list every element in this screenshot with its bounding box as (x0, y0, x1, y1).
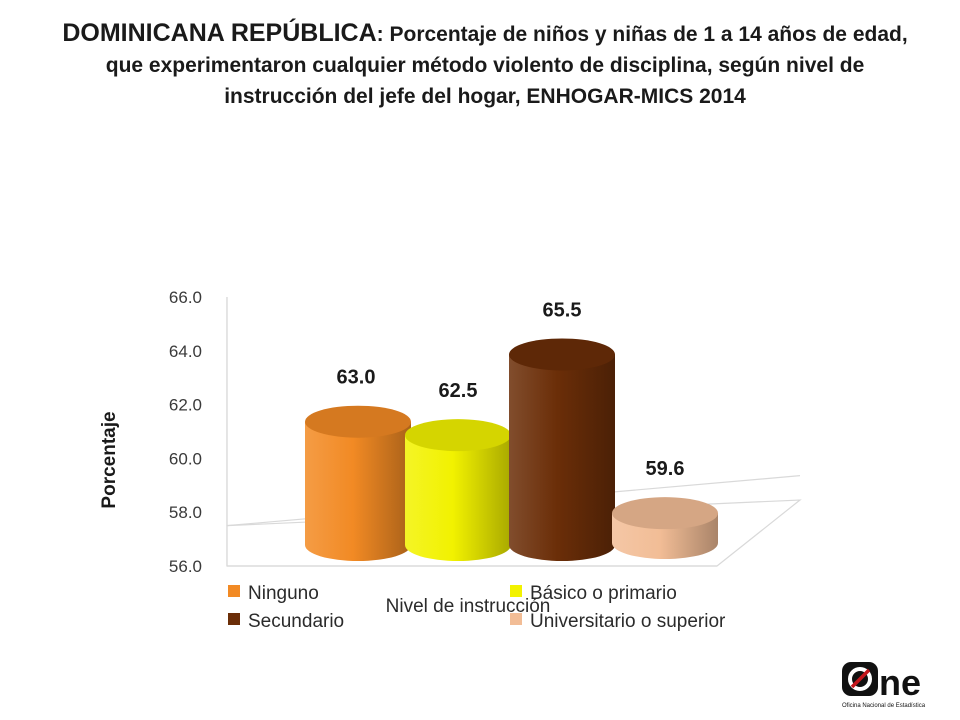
data-label-2: 62.5 (439, 380, 478, 402)
y-tick-label: 64.0 (169, 342, 202, 361)
bar-top-4 (612, 497, 718, 530)
y-tick-label: 62.0 (169, 396, 202, 415)
legend-swatch-3 (228, 613, 240, 625)
y-axis-label: Porcentaje (99, 411, 120, 508)
legend-swatch-1 (228, 585, 240, 597)
bar-top-3 (509, 338, 615, 371)
chart-title: DOMINICANA REPÚBLICA: Porcentaje de niño… (60, 18, 910, 112)
y-tick-label: 66.0 (169, 288, 202, 307)
logo-slash (850, 668, 871, 689)
logo-ring (848, 667, 872, 691)
legend-label-2: Básico o primario (530, 583, 677, 604)
legend-swatch-2 (510, 585, 522, 597)
bar-3 (509, 354, 615, 561)
x-axis-label: Nivel de instrucción (386, 596, 551, 617)
legend-label-4: Universitario o superior (530, 611, 726, 632)
data-label-4: 59.6 (646, 458, 685, 480)
y-tick-label: 56.0 (169, 557, 202, 576)
legend-swatch-4 (510, 613, 522, 625)
title-lead: DOMINICANA REPÚBLICA (62, 19, 377, 47)
data-label-3: 65.5 (543, 299, 582, 321)
logo-subtitle: Oficina Nacional de Estadística (842, 703, 926, 709)
y-tick-label: 58.0 (169, 503, 202, 522)
bar-top-1 (305, 405, 411, 438)
logo-text: ne (879, 662, 921, 703)
legend-label-1: Ninguno (248, 583, 319, 604)
title-rest: : Porcentaje de niños y niñas de 1 a 14 … (105, 23, 908, 108)
bar-top-2 (405, 419, 511, 452)
y-tick-label: 60.0 (169, 449, 202, 468)
one-logo: ne Oficina Nacional de Estadística (842, 662, 926, 709)
legend-label-3: Secundario (248, 611, 344, 632)
data-label-1: 63.0 (337, 367, 376, 389)
bar-1 (305, 421, 411, 561)
bar-2 (405, 435, 511, 561)
